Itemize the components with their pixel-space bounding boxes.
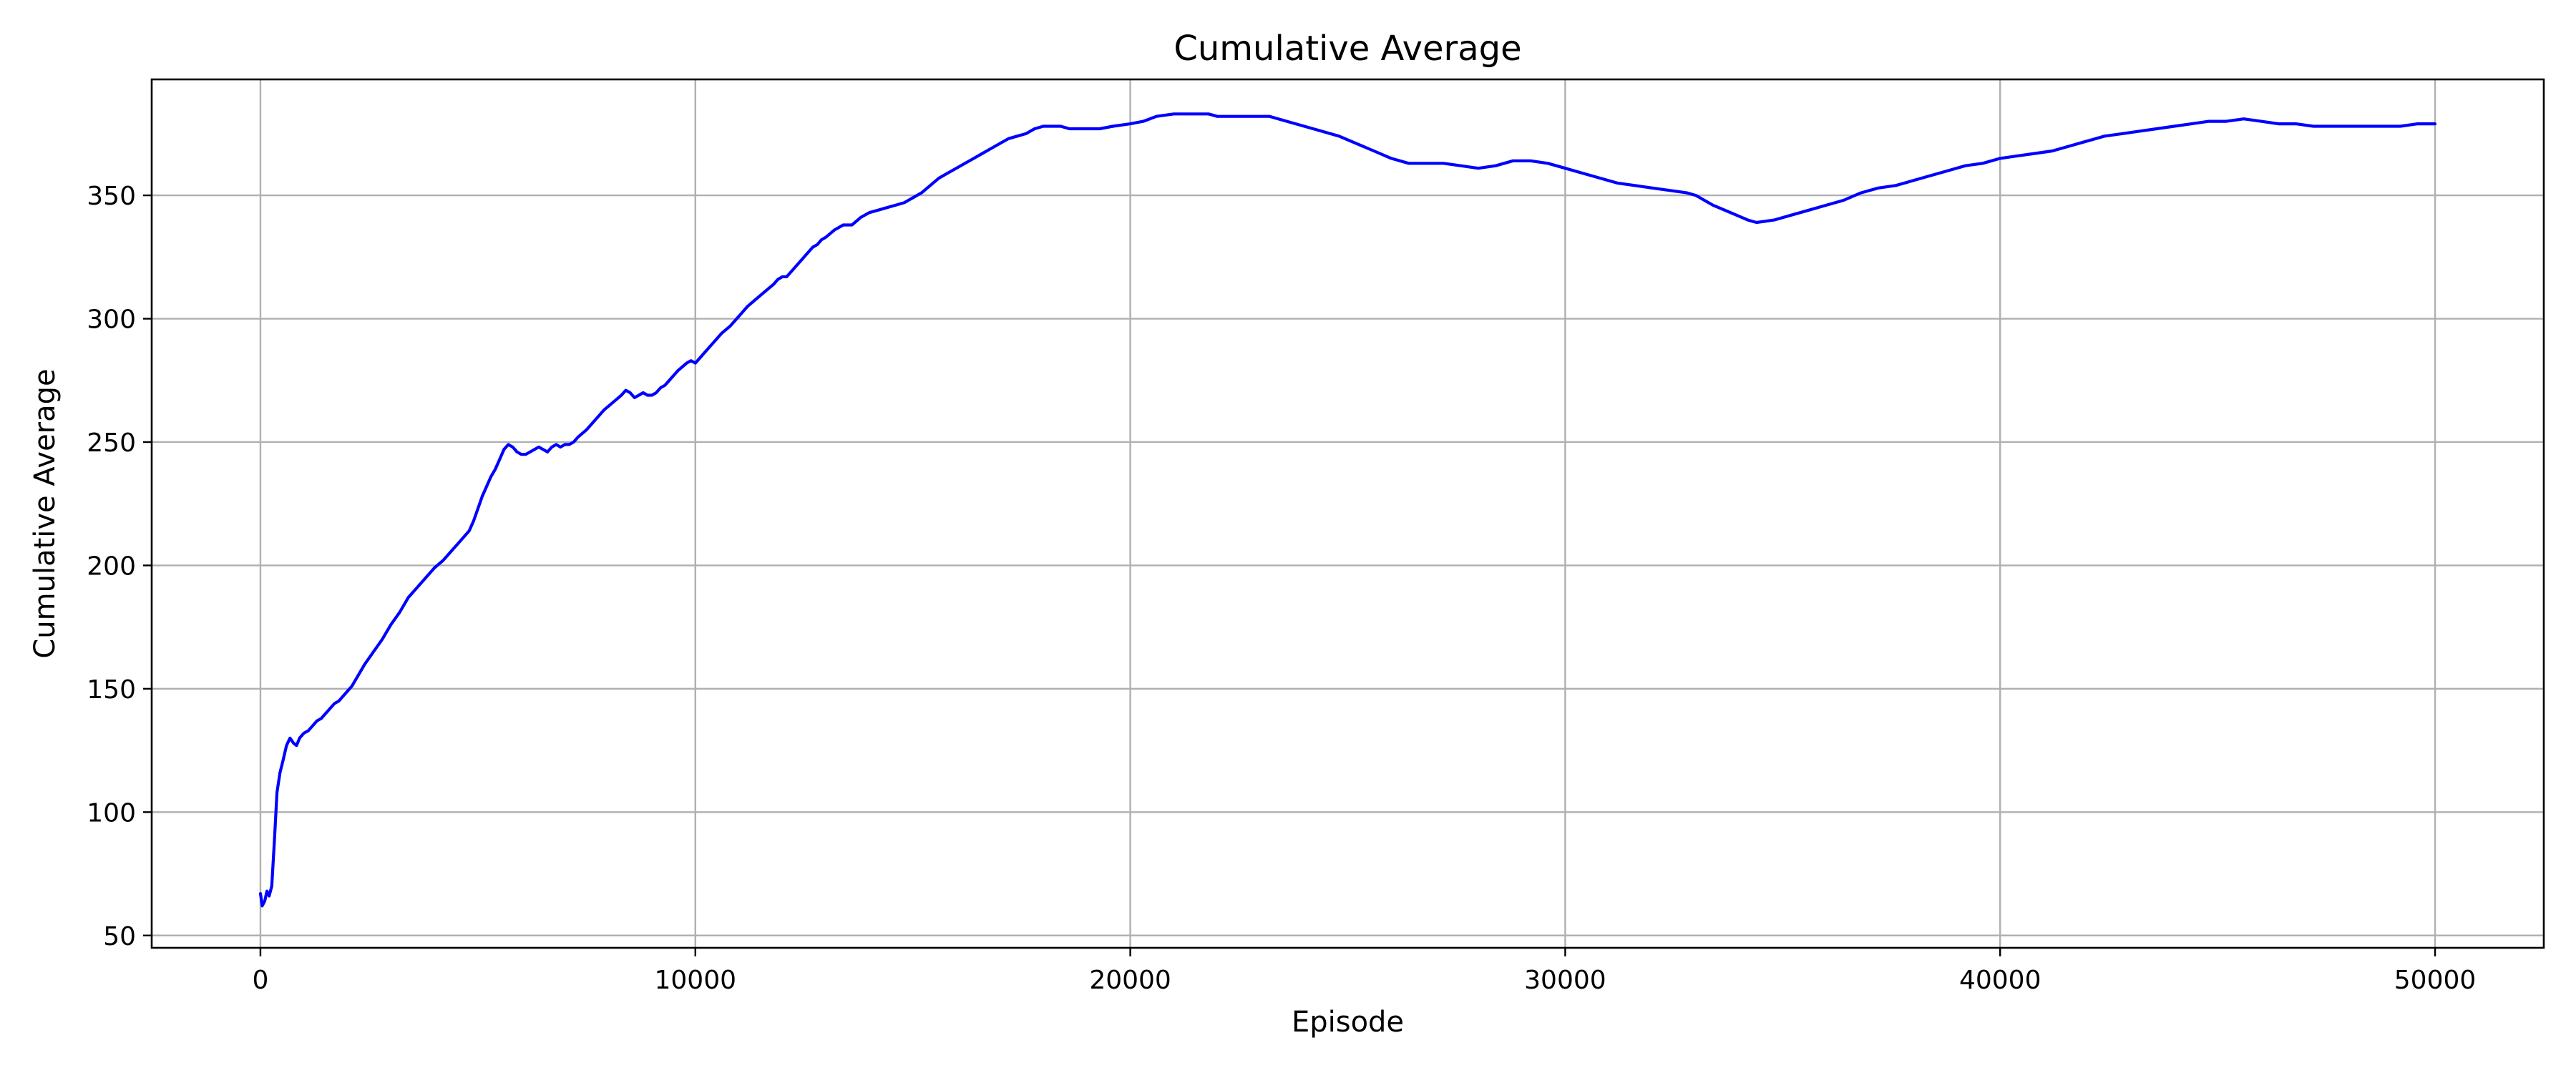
series-layer bbox=[258, 112, 2437, 908]
x-tick-labels: 0 10000 20000 30000 40000 50000 bbox=[253, 966, 2477, 995]
axes-frame bbox=[150, 78, 2545, 949]
y-tick-label: 150 bbox=[87, 675, 136, 705]
y-tick-label: 300 bbox=[87, 305, 136, 335]
y-axis-title: Cumulative Average bbox=[29, 368, 62, 658]
grid-lines bbox=[152, 79, 2544, 948]
y-tick-label: 50 bbox=[103, 922, 136, 951]
tick-marks bbox=[143, 194, 2436, 956]
y-tick-label: 250 bbox=[87, 428, 136, 458]
x-tick-label: 20000 bbox=[1089, 966, 1171, 995]
x-tick-label: 0 bbox=[253, 966, 269, 995]
y-tick-labels: 50 100 150 200 250 300 350 bbox=[87, 182, 136, 951]
x-tick-label: 50000 bbox=[2394, 966, 2477, 995]
series-line bbox=[258, 112, 2437, 908]
y-tick-label: 200 bbox=[87, 552, 136, 581]
x-tick-label: 30000 bbox=[1524, 966, 1606, 995]
y-tick-label: 100 bbox=[87, 798, 136, 828]
chart-title: Cumulative Average bbox=[1174, 29, 1521, 69]
x-axis-title: Episode bbox=[1292, 1006, 1404, 1039]
x-tick-label: 40000 bbox=[1959, 966, 2041, 995]
y-tick-label: 350 bbox=[87, 182, 136, 211]
x-tick-label: 10000 bbox=[655, 966, 737, 995]
